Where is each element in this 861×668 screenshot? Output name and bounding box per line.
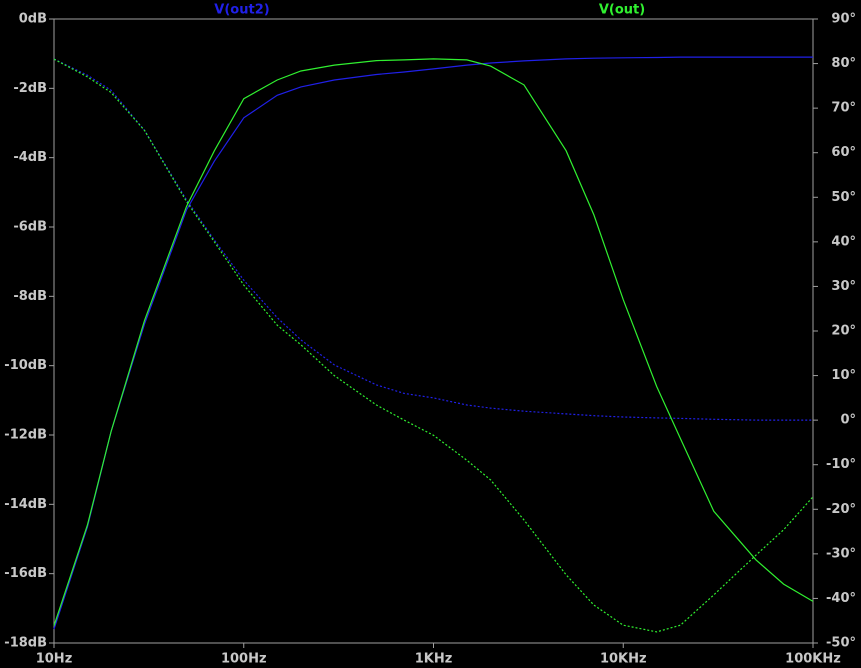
phase-line: [53, 58, 813, 421]
y2-tick-label: 60°: [831, 145, 856, 160]
y2-tick-label: 80°: [831, 56, 856, 71]
y2-tick-label: -40°: [826, 591, 856, 606]
y2-tick-label: -10°: [826, 457, 856, 472]
x-tick-label: 10KHz: [600, 652, 647, 667]
x-tick-label: 100Hz: [221, 652, 267, 667]
y2-tick-label: 30°: [831, 279, 856, 294]
x-tick-label: 100KHz: [785, 652, 841, 667]
y-tick-label: -6dB: [13, 220, 47, 235]
y2-tick-label: 70°: [831, 101, 856, 116]
y-tick-label: 0dB: [19, 12, 47, 27]
y2-tick-label: 90°: [831, 12, 856, 27]
legend-entry: V(out2): [214, 3, 269, 18]
y2-tick-label: 50°: [831, 190, 856, 205]
y-tick-label: -4dB: [13, 150, 47, 165]
y-tick-label: -10dB: [4, 358, 47, 373]
y2-tick-label: -30°: [826, 546, 856, 561]
y-tick-label: -16dB: [4, 566, 47, 581]
magnitude-line: [53, 58, 814, 626]
plot-frame: [53, 18, 814, 644]
y2-tick-label: -50°: [826, 636, 856, 651]
y-tick-label: -14dB: [4, 497, 47, 512]
y-tick-label: -12dB: [4, 428, 47, 443]
y2-tick-label: 0°: [840, 413, 856, 428]
y2-tick-label: -20°: [826, 502, 856, 517]
legend-entry: V(out): [599, 3, 645, 18]
x-tick-label: 10Hz: [36, 652, 73, 667]
y2-tick-label: 40°: [831, 234, 856, 249]
y-tick-label: -8dB: [13, 289, 47, 304]
y2-tick-label: 10°: [831, 368, 856, 383]
x-tick-label: 1KHz: [415, 652, 453, 667]
y2-tick-label: 20°: [831, 324, 856, 339]
y-tick-label: -18dB: [4, 636, 47, 651]
magnitude-line: [53, 56, 813, 630]
phase-line: [53, 58, 814, 633]
y-tick-label: -2dB: [13, 81, 47, 96]
